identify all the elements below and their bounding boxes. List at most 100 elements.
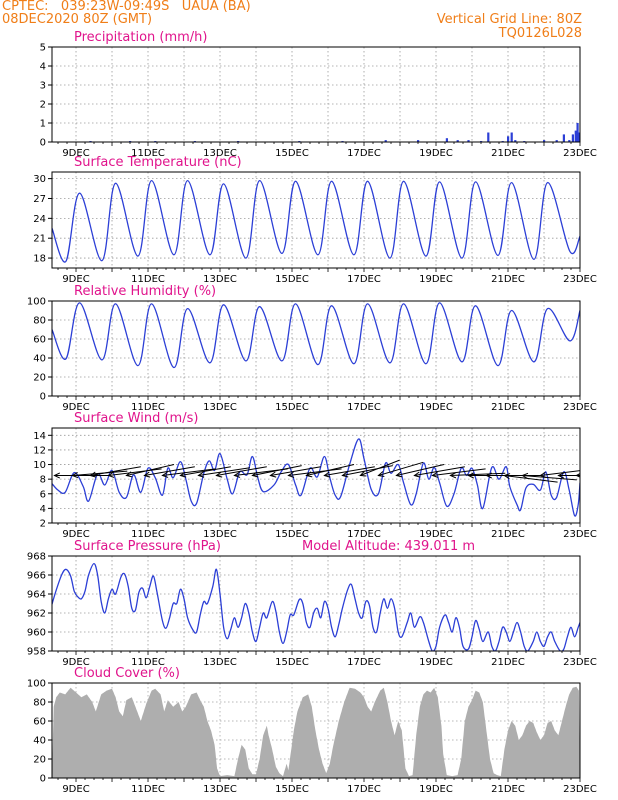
x-tick-label: 9DEC <box>62 274 89 285</box>
x-tick-label: 9DEC <box>62 784 89 795</box>
wind-vector <box>125 464 175 478</box>
y-tick-label: 18 <box>33 254 46 265</box>
series-line <box>52 302 580 369</box>
x-tick-label: 19DEC <box>419 148 453 159</box>
precip-bar <box>574 130 577 142</box>
x-tick-label: 21DEC <box>491 657 525 668</box>
wind-vector <box>323 466 375 478</box>
panel-4: 2 4 6 8 10 12 14 9DEC 11DEC 13DEC 15DEC 17DEC 19DEC 2… <box>33 411 597 540</box>
series-line <box>52 562 580 651</box>
y-tick-label: 0 <box>40 392 46 403</box>
series-line <box>52 179 580 263</box>
y-tick-label: 0 <box>40 138 46 149</box>
wind-vector <box>503 473 558 483</box>
panel-5: 958 960 962 964 966 968 9DEC 11DEC 13DEC 15DEC 17D… <box>27 539 597 668</box>
precip-bar <box>576 123 579 142</box>
wind-vector <box>143 466 195 478</box>
wind-vector <box>431 468 486 478</box>
y-tick-label: 12 <box>33 445 46 456</box>
panel-1: 0 1 2 3 4 5 9DEC 11DEC 13DEC 15DEC 17DEC 19DEC 21DEC… <box>40 30 597 159</box>
x-tick-label: 11DEC <box>131 274 165 285</box>
wind-vector <box>53 472 111 479</box>
location-header: CPTEC: 039:23W-09:49S UAUA (BA) <box>2 0 251 14</box>
y-tick-label: 8 <box>40 475 46 486</box>
y-tick-label: 40 <box>33 736 46 747</box>
x-tick-label: 19DEC <box>419 657 453 668</box>
y-tick-label: 4 <box>40 504 46 515</box>
date-header: 08DEC2020 80Z (GMT) <box>2 12 153 27</box>
y-tick-label: 958 <box>27 647 46 658</box>
y-tick-label: 100 <box>27 679 46 690</box>
plot-frame <box>51 300 581 397</box>
x-tick-label: 15DEC <box>275 402 309 413</box>
wind-vector <box>179 466 231 478</box>
y-tick-label: 100 <box>27 297 46 308</box>
precip-bar <box>445 138 449 142</box>
x-tick-label: 17DEC <box>347 402 381 413</box>
x-tick-label: 21DEC <box>491 148 525 159</box>
x-tick-label: 11DEC <box>131 148 165 159</box>
plot-frame <box>51 427 581 524</box>
precip-bar <box>562 134 566 142</box>
wind-vector <box>107 468 162 478</box>
y-tick-label: 40 <box>33 354 46 365</box>
wind-vector <box>341 465 393 478</box>
x-tick-label: 13DEC <box>203 402 237 413</box>
wind-vector <box>575 473 580 478</box>
wind-vector <box>521 472 577 481</box>
precip-bar <box>384 140 387 142</box>
plot-frame <box>51 555 581 652</box>
y-tick-label: 0 <box>40 774 46 785</box>
y-tick-label: 80 <box>33 316 46 327</box>
plot-frame <box>51 682 581 779</box>
series-layer <box>52 302 580 369</box>
x-tick-label: 15DEC <box>275 657 309 668</box>
x-tick-label: 23DEC <box>563 402 597 413</box>
wind-vector <box>251 465 302 478</box>
x-tick-label: 13DEC <box>203 529 237 540</box>
x-tick-label: 21DEC <box>491 402 525 413</box>
y-tick-label: 960 <box>27 628 46 639</box>
panel-title: Cloud Cover (%) <box>74 666 180 681</box>
y-tick-label: 21 <box>33 234 46 245</box>
wind-vector <box>71 470 128 479</box>
precip-bar <box>510 132 513 142</box>
series-line <box>52 438 580 517</box>
x-tick-label: 17DEC <box>347 657 381 668</box>
panel-6: 0 20 40 60 80 100 9DEC 11DEC 13DEC 15DEC 17DEC 19DE… <box>27 666 597 795</box>
model-altitude-label: Model Altitude: 439.011 m <box>302 539 475 554</box>
x-tick-label: 17DEC <box>347 274 381 285</box>
wind-vector <box>485 472 543 479</box>
precip-bar <box>507 136 510 142</box>
panel-title: Surface Temperature (nC) <box>74 155 242 170</box>
x-tick-label: 19DEC <box>419 274 453 285</box>
x-tick-label: 23DEC <box>563 657 597 668</box>
x-tick-label: 11DEC <box>131 784 165 795</box>
x-tick-label: 23DEC <box>563 784 597 795</box>
panel-title: Surface Pressure (hPa) <box>74 539 221 554</box>
x-tick-label: 13DEC <box>203 148 237 159</box>
x-tick-label: 21DEC <box>491 274 525 285</box>
y-tick-label: 27 <box>33 194 46 205</box>
x-tick-label: 19DEC <box>419 402 453 413</box>
precip-bar <box>417 140 420 142</box>
panel-title: Precipitation (mm/h) <box>74 30 207 45</box>
wind-vector <box>197 467 251 478</box>
wind-vector <box>215 466 267 478</box>
x-tick-label: 11DEC <box>131 402 165 413</box>
y-tick-label: 2 <box>40 100 46 111</box>
precip-bar <box>555 140 558 142</box>
x-tick-label: 17DEC <box>347 529 381 540</box>
wind-vector <box>539 470 580 478</box>
x-tick-label: 15DEC <box>275 274 309 285</box>
y-tick-label: 24 <box>33 214 46 225</box>
x-tick-label: 15DEC <box>275 784 309 795</box>
x-tick-label: 15DEC <box>275 529 309 540</box>
y-tick-label: 968 <box>27 552 46 563</box>
y-tick-label: 962 <box>27 609 46 620</box>
wind-vector <box>89 466 141 478</box>
y-tick-label: 966 <box>27 571 46 582</box>
x-tick-label: 17DEC <box>347 784 381 795</box>
wind-vector <box>557 472 580 479</box>
